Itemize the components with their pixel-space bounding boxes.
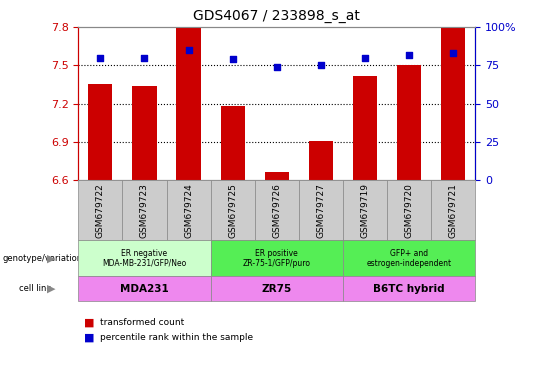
Text: ER positive
ZR-75-1/GFP/puro: ER positive ZR-75-1/GFP/puro xyxy=(243,248,310,268)
Point xyxy=(361,55,369,61)
Point xyxy=(228,56,237,62)
Text: percentile rank within the sample: percentile rank within the sample xyxy=(100,333,253,343)
Point xyxy=(405,51,414,58)
Point xyxy=(140,55,149,61)
Text: GSM679723: GSM679723 xyxy=(140,183,149,238)
Text: MDA231: MDA231 xyxy=(120,284,169,294)
Text: GSM679725: GSM679725 xyxy=(228,183,237,238)
Point xyxy=(316,62,325,68)
Text: GSM679724: GSM679724 xyxy=(184,183,193,238)
Bar xyxy=(220,106,245,180)
Bar xyxy=(309,141,333,180)
Text: ▶: ▶ xyxy=(47,284,56,294)
Bar xyxy=(397,65,421,180)
Text: ZR75: ZR75 xyxy=(261,284,292,294)
Text: ■: ■ xyxy=(84,333,94,343)
Text: ■: ■ xyxy=(84,318,94,328)
Title: GDS4067 / 233898_s_at: GDS4067 / 233898_s_at xyxy=(193,9,360,23)
Text: GSM679720: GSM679720 xyxy=(404,183,414,238)
Bar xyxy=(353,76,377,180)
Text: GFP+ and
estrogen-independent: GFP+ and estrogen-independent xyxy=(367,248,451,268)
Point xyxy=(184,47,193,53)
Text: GSM679721: GSM679721 xyxy=(449,183,458,238)
Text: GSM679727: GSM679727 xyxy=(316,183,325,238)
Text: ER negative
MDA-MB-231/GFP/Neo: ER negative MDA-MB-231/GFP/Neo xyxy=(102,248,187,268)
Bar xyxy=(88,84,112,180)
Text: GSM679722: GSM679722 xyxy=(96,183,105,238)
Bar xyxy=(177,27,201,180)
Point xyxy=(273,64,281,70)
Bar xyxy=(265,172,289,180)
Text: GSM679719: GSM679719 xyxy=(361,183,369,238)
Point xyxy=(96,55,105,61)
Text: genotype/variation: genotype/variation xyxy=(3,254,83,263)
Point xyxy=(449,50,457,56)
Text: GSM679726: GSM679726 xyxy=(272,183,281,238)
Text: B6TC hybrid: B6TC hybrid xyxy=(373,284,445,294)
Text: ▶: ▶ xyxy=(47,253,56,263)
Text: transformed count: transformed count xyxy=(100,318,184,327)
Bar xyxy=(441,27,465,180)
Bar xyxy=(132,86,157,180)
Text: cell line: cell line xyxy=(19,285,51,293)
